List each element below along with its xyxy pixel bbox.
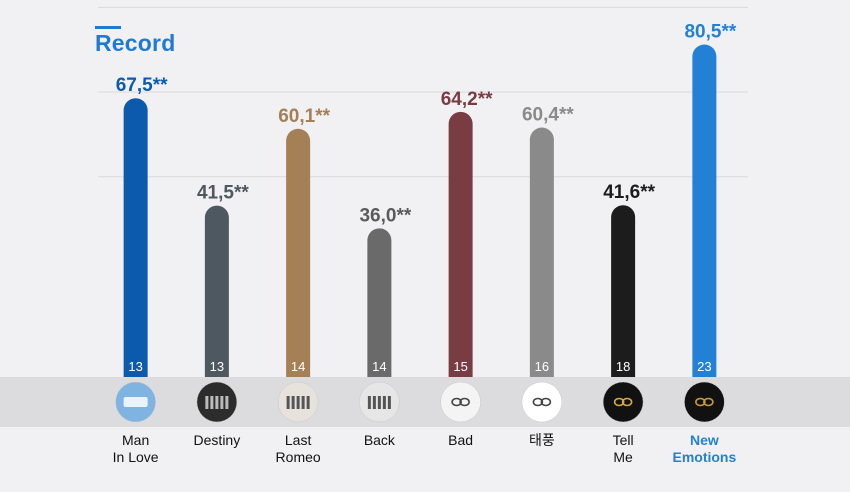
value-label: 67,5** [116, 75, 168, 96]
album-destiny-icon [196, 381, 238, 423]
bar [448, 111, 473, 377]
value-label: 60,4** [522, 105, 574, 126]
value-label: 36,0** [359, 205, 411, 226]
bar [692, 44, 717, 377]
album-back-icon [359, 381, 400, 423]
bar-count-label: 15 [453, 359, 467, 374]
value-label: 41,5** [197, 183, 249, 204]
bar-count-label: 16 [535, 359, 549, 374]
bar [286, 128, 311, 377]
value-label: 80,5** [684, 22, 736, 43]
bar-count-label: 13 [210, 359, 224, 374]
bar-count-label: 13 [128, 359, 142, 374]
bar [611, 205, 636, 377]
bar-count-label: 18 [616, 359, 630, 374]
bar-count-label: 14 [291, 359, 305, 374]
album-man-in-love-icon [115, 381, 156, 423]
album-bad-icon [440, 381, 481, 423]
category-label: Back [363, 432, 395, 448]
value-label: 64,2** [441, 89, 493, 110]
page-title: Record [95, 30, 176, 56]
bar [529, 127, 554, 377]
value-label: 60,1** [278, 106, 330, 127]
bar [123, 98, 148, 377]
category-label: Bad [448, 432, 474, 448]
value-label: 41,6** [603, 182, 655, 203]
album-tell-me-icon [602, 381, 644, 423]
category-label: Man In Love [112, 432, 159, 465]
bar [367, 228, 392, 377]
title-accent-bar [95, 26, 121, 29]
category-label: Tell Me [612, 432, 634, 465]
category-label: New Emotions [672, 432, 737, 465]
category-label: 태풍 [528, 432, 555, 448]
bar-count-label: 14 [372, 359, 386, 374]
album-taepung-icon [521, 381, 563, 423]
bar-count-label: 23 [697, 359, 711, 374]
bar [204, 205, 229, 377]
category-label: Destiny [193, 432, 241, 448]
album-last-romeo-icon [277, 381, 319, 423]
category-label: Last Romeo [275, 432, 321, 465]
album-new-emotions-icon [684, 381, 725, 423]
